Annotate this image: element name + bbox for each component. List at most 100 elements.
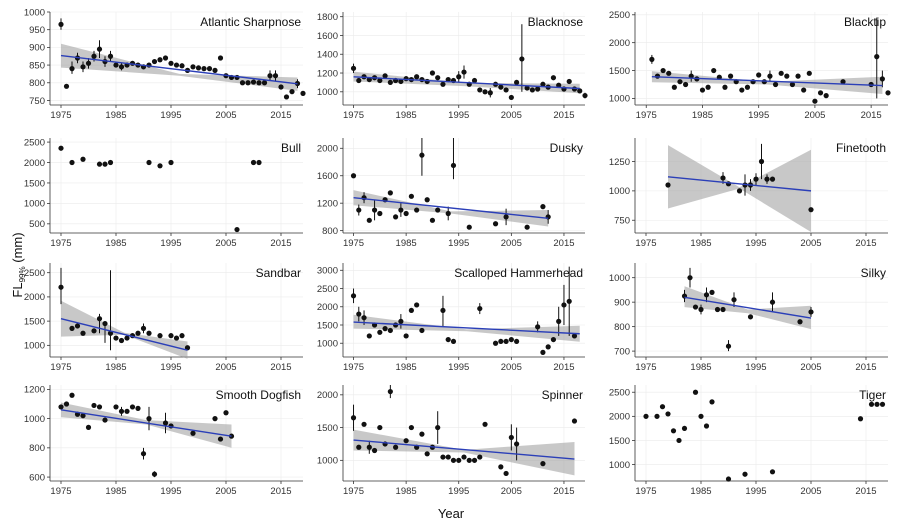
data-point — [151, 471, 158, 477]
y-tick-label: 900 — [29, 43, 45, 54]
panel-grid: 1975 1985 1995 2005 2015 750 800 850 900 950 1000 A… — [24, 7, 891, 497]
data-point — [151, 58, 158, 65]
x-tick-label: 1975 — [635, 238, 656, 249]
x-tick-label: 2005 — [215, 362, 236, 373]
data-point — [683, 81, 689, 88]
data-point — [477, 454, 483, 460]
data-point — [80, 413, 86, 419]
data-point — [403, 333, 409, 339]
data-point — [727, 73, 734, 79]
data-point — [361, 315, 367, 321]
data-point — [414, 302, 420, 308]
data-point — [435, 207, 441, 213]
data-point — [206, 66, 213, 72]
x-tick-label: 1995 — [448, 110, 469, 121]
data-point — [403, 76, 409, 82]
data-point — [63, 83, 70, 89]
data-point — [550, 75, 557, 81]
confidence-band — [668, 145, 811, 232]
data-point — [393, 214, 399, 220]
y-tick-label: 2500 — [609, 10, 630, 21]
data-point — [492, 221, 499, 227]
data-point — [571, 418, 578, 424]
data-point — [278, 84, 284, 90]
data-point — [450, 338, 457, 345]
x-tick-label: 2015 — [861, 110, 882, 121]
x-tick-label: 2005 — [215, 110, 236, 121]
panel-spinner: 1975 1985 1995 2005 2015 1000 1500 2000 Spinner — [317, 385, 585, 497]
data-point — [561, 302, 567, 308]
data-point — [722, 84, 728, 90]
y-axis-title-unit: (mm) — [10, 232, 25, 266]
data-point — [556, 82, 562, 88]
data-point — [69, 392, 75, 398]
data-point — [179, 333, 185, 339]
data-point — [414, 74, 420, 80]
x-tick-label: 2015 — [553, 110, 574, 121]
data-point — [714, 306, 721, 313]
x-tick-label: 1985 — [690, 486, 711, 497]
data-point — [424, 78, 430, 85]
y-tick-label: 2500 — [24, 137, 45, 148]
data-point — [387, 190, 393, 196]
x-tick-label: 1995 — [160, 486, 181, 497]
y-tick-label: 1000 — [609, 273, 630, 284]
data-point — [744, 84, 751, 90]
x-tick-label: 1985 — [396, 486, 417, 497]
data-point — [184, 345, 191, 351]
y-axis-title-subscript: 99% — [18, 266, 27, 282]
data-point — [377, 77, 383, 84]
x-tick-label: 2015 — [553, 238, 574, 249]
data-point — [823, 93, 829, 99]
y-tick-label: 850 — [29, 60, 45, 71]
data-point — [649, 56, 655, 62]
y-tick-label: 1000 — [24, 7, 45, 18]
data-point — [234, 226, 240, 233]
data-point — [107, 53, 114, 59]
y-tick-label: 1500 — [317, 320, 338, 331]
data-point — [403, 210, 409, 217]
data-point — [408, 424, 414, 431]
data-point — [720, 306, 726, 313]
y-tick-label: 800 — [322, 226, 338, 237]
x-tick-label: 1975 — [50, 486, 71, 497]
data-point — [74, 323, 81, 329]
data-point — [366, 333, 372, 339]
data-point — [778, 70, 784, 76]
data-point — [146, 416, 152, 422]
data-point — [687, 275, 693, 281]
data-point — [135, 330, 141, 336]
data-point — [659, 404, 666, 410]
data-point — [654, 73, 661, 79]
data-point — [69, 66, 75, 72]
data-point — [519, 56, 525, 62]
x-tick-label: 2005 — [501, 238, 522, 249]
data-point — [756, 72, 762, 78]
x-tick-label: 2015 — [270, 238, 291, 249]
data-point — [508, 336, 514, 343]
data-point — [113, 62, 119, 68]
data-point — [250, 159, 257, 166]
data-point — [874, 401, 880, 407]
y-tick-label: 1200 — [24, 385, 45, 396]
data-point — [157, 57, 163, 63]
data-point — [508, 94, 514, 101]
data-point — [377, 424, 383, 431]
data-point — [582, 92, 588, 99]
x-tick-label: 1985 — [396, 110, 417, 121]
data-point — [566, 78, 572, 85]
x-tick-label: 2015 — [270, 486, 291, 497]
x-tick-label: 1975 — [343, 110, 364, 121]
data-point — [403, 438, 409, 444]
data-point — [709, 289, 715, 295]
y-tick-label: 2000 — [317, 144, 338, 155]
x-tick-label: 1985 — [105, 110, 126, 121]
data-point — [879, 401, 886, 407]
data-point — [190, 430, 196, 436]
data-point — [698, 306, 704, 313]
y-tick-label: 900 — [614, 297, 630, 308]
data-point — [503, 338, 509, 345]
data-point — [96, 161, 103, 167]
y-tick-label: 1200 — [317, 198, 338, 209]
data-point — [91, 328, 97, 334]
